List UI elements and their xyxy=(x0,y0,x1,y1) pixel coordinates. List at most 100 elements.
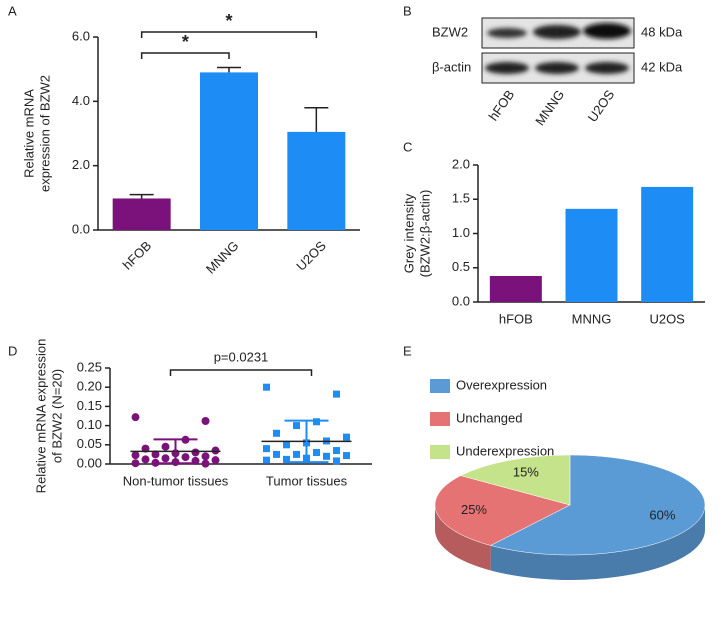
band xyxy=(535,62,579,74)
y-tick-label: 0.0 xyxy=(452,293,470,308)
x-tick-label: U2OS xyxy=(293,238,329,274)
y-axis-label: Grey intensity xyxy=(401,193,416,273)
band xyxy=(583,23,631,39)
x-tick-label: hFOB xyxy=(120,238,155,273)
point xyxy=(211,446,220,455)
bar xyxy=(641,186,694,302)
point xyxy=(263,456,270,464)
annotation-bracket xyxy=(169,369,313,376)
y-axis-label: Relative mRNA xyxy=(21,89,36,178)
x-tick-label: hFOB xyxy=(499,311,533,326)
x-tick-label: MNNG xyxy=(203,238,242,277)
point xyxy=(323,452,330,460)
point xyxy=(201,459,210,468)
y-axis-label: expression of BZW2 xyxy=(37,75,52,192)
x-tick-label: U2OS xyxy=(649,311,685,326)
protein-label: BZW2 xyxy=(432,24,468,39)
y-tick-label: 2.0 xyxy=(452,156,470,171)
panel-label: C xyxy=(403,139,412,154)
panel-label: A xyxy=(8,3,17,18)
significance-label: * xyxy=(182,32,189,52)
legend-swatch xyxy=(430,379,450,393)
annotation: p=0.0231 xyxy=(214,349,269,364)
y-tick-label: 0.10 xyxy=(77,417,102,432)
size-label: 42 kDa xyxy=(641,59,683,74)
point xyxy=(161,454,170,463)
value-label: 60% xyxy=(649,508,675,523)
y-axis-label: Relative mRNA expression xyxy=(33,339,48,494)
y-tick-label: 0.0 xyxy=(72,221,90,236)
value-label: 25% xyxy=(461,502,487,517)
y-tick-label: 4.0 xyxy=(72,93,90,108)
point xyxy=(131,413,140,422)
legend-swatch xyxy=(430,412,450,426)
y-tick-label: 0.15 xyxy=(77,398,102,413)
point xyxy=(263,383,270,391)
bar xyxy=(200,72,258,230)
bar xyxy=(489,275,542,302)
size-label: 48 kDa xyxy=(641,24,683,39)
point xyxy=(273,450,280,458)
point xyxy=(191,448,200,457)
legend-swatch xyxy=(430,445,450,459)
value-label: 15% xyxy=(513,464,539,479)
point xyxy=(333,457,340,465)
point xyxy=(283,441,290,449)
significance-bracket xyxy=(140,31,318,38)
point xyxy=(283,455,290,463)
y-tick-label: 0.05 xyxy=(77,436,102,451)
pie-slice xyxy=(489,454,706,556)
legend-label: Overexpression xyxy=(456,377,547,392)
lane-label: hFOB xyxy=(486,87,518,123)
point xyxy=(293,450,300,458)
y-tick-label: 6.0 xyxy=(72,28,90,43)
bar xyxy=(287,131,346,230)
point xyxy=(181,453,190,462)
point xyxy=(273,429,280,437)
point xyxy=(333,447,340,455)
bar xyxy=(565,208,618,302)
point xyxy=(131,451,140,460)
y-tick-label: 0.20 xyxy=(77,379,102,394)
legend-label: Unchanged xyxy=(456,410,523,425)
point xyxy=(313,448,320,456)
point xyxy=(211,456,220,465)
y-axis-label: (BZW2:β-actin) xyxy=(417,190,432,278)
panel-label: D xyxy=(8,343,17,358)
pie-slice xyxy=(434,475,571,546)
bar xyxy=(112,198,171,230)
x-tick-label: MNNG xyxy=(572,311,612,326)
band xyxy=(485,62,529,74)
point xyxy=(161,442,170,451)
band xyxy=(487,28,527,38)
y-tick-label: 0.25 xyxy=(77,359,102,374)
x-tick-label: Non-tumor tissues xyxy=(123,473,229,488)
y-axis-label: of BZW2 (N=20) xyxy=(49,369,64,463)
panel-label: B xyxy=(403,3,412,18)
lane-label: U2OS xyxy=(585,87,618,125)
point xyxy=(313,418,320,426)
significance-label: * xyxy=(225,11,232,31)
y-tick-label: 0.00 xyxy=(77,455,102,470)
x-tick-label: Tumor tissues xyxy=(266,473,348,488)
y-tick-label: 1.0 xyxy=(452,225,470,240)
point xyxy=(141,455,150,464)
pie-side xyxy=(435,505,491,571)
y-tick-label: 2.0 xyxy=(72,157,90,172)
lane-label: MNNG xyxy=(532,87,567,128)
point xyxy=(201,416,210,425)
point xyxy=(151,450,160,459)
point xyxy=(333,390,340,398)
blot-image xyxy=(481,17,635,84)
legend-label: Underexpression xyxy=(456,443,554,458)
point xyxy=(343,452,350,460)
pie-slice xyxy=(460,454,571,506)
band xyxy=(533,25,581,39)
point xyxy=(263,445,270,453)
point xyxy=(131,459,140,468)
point xyxy=(343,433,350,441)
y-tick-label: 1.5 xyxy=(452,191,470,206)
protein-label: β-actin xyxy=(432,59,471,74)
